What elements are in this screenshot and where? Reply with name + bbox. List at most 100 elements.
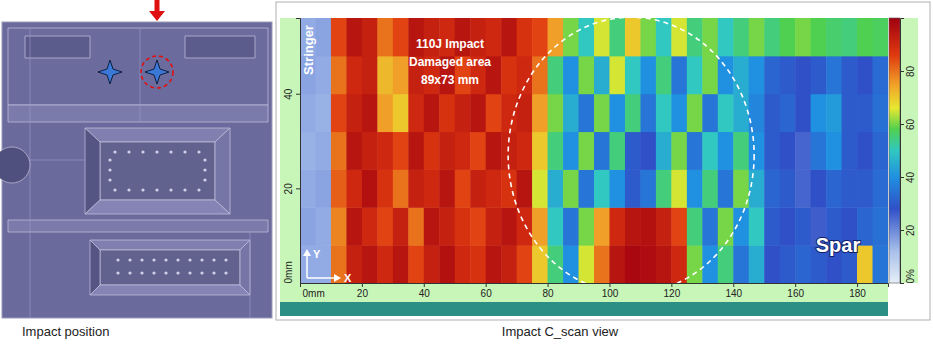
heatmap-cell	[780, 207, 796, 245]
tick-label: 40	[905, 172, 916, 184]
cad-rivet	[169, 150, 172, 153]
damage-outline	[508, 18, 754, 283]
heatmap-cell	[609, 207, 625, 245]
heatmap-cell	[331, 56, 347, 94]
heatmap-cell	[579, 56, 595, 94]
heatmap-cell	[300, 132, 316, 170]
tick-mark	[362, 283, 363, 287]
heatmap-cell	[439, 169, 455, 207]
arrow-head	[149, 11, 165, 21]
heatmap-cell	[718, 56, 734, 94]
x-ruler-band	[280, 302, 888, 316]
tick-label: 80	[905, 66, 916, 78]
heatmap-cell	[842, 132, 858, 170]
cad-rivet	[183, 188, 186, 191]
cad-face	[8, 28, 268, 105]
heatmap-cell	[687, 132, 703, 170]
heatmap-cell	[749, 169, 765, 207]
heatmap-cell	[424, 94, 440, 132]
heatmap-cell	[362, 56, 378, 94]
heatmap-cell	[873, 132, 888, 170]
tick: 20	[900, 225, 916, 237]
heatmap-cell	[517, 94, 533, 132]
heatmap-cell	[346, 169, 362, 207]
tick-label: 180	[849, 288, 866, 299]
tick-mark	[900, 177, 904, 178]
heatmap-cell	[826, 132, 842, 170]
heatmap-cell	[702, 207, 718, 245]
tick-mark	[900, 71, 904, 72]
heatmap-cell	[702, 56, 718, 94]
tick: 40	[283, 88, 300, 100]
heatmap-cell	[300, 207, 316, 245]
heatmap-cell	[408, 245, 424, 283]
heatmap-cell	[811, 132, 827, 170]
tick-label: 120	[664, 288, 681, 299]
direction-arrows: YX	[303, 248, 352, 284]
heatmap-cell	[857, 132, 873, 170]
heatmap-cell	[470, 132, 486, 170]
heatmap-cell	[579, 245, 595, 283]
annotation: 110J Impact	[416, 37, 484, 51]
heatmap-cell	[548, 56, 564, 94]
heatmap-cell	[764, 245, 780, 283]
colorbar-ruler	[900, 18, 918, 283]
heatmap-cell	[718, 169, 734, 207]
tick-label: 20	[905, 225, 916, 237]
tick-mark	[733, 283, 734, 287]
heatmap-cell	[362, 169, 378, 207]
heatmap-cell	[579, 18, 595, 56]
heatmap-cell	[315, 94, 331, 132]
heatmap-cell	[470, 169, 486, 207]
heatmap-cell	[501, 132, 517, 170]
heatmap-cell	[424, 245, 440, 283]
heatmap-cell	[873, 18, 888, 56]
heatmap-cell	[640, 207, 656, 245]
heatmap-cell	[517, 56, 533, 94]
heatmap-cell	[764, 207, 780, 245]
tick: 40	[419, 283, 431, 299]
y-arrow-head	[303, 249, 311, 256]
heatmap-cell	[656, 245, 672, 283]
heatmap-cell	[609, 56, 625, 94]
heatmap-cell	[563, 18, 579, 56]
arrow-shaft	[155, 0, 160, 12]
heatmap-cell	[687, 56, 703, 94]
heatmap-cell	[842, 56, 858, 94]
heatmap-cell	[486, 94, 502, 132]
heatmap-cell	[764, 94, 780, 132]
heatmap-cell	[455, 169, 471, 207]
heatmap-cell	[795, 18, 811, 56]
heatmap-cell	[795, 245, 811, 283]
tick: 160	[787, 283, 804, 299]
cad-rivet	[152, 271, 155, 274]
heatmap-cell	[873, 94, 888, 132]
heatmap-cell	[609, 245, 625, 283]
heatmap-cell	[300, 169, 316, 207]
heatmap-cell	[687, 169, 703, 207]
heatmap-cell	[671, 207, 687, 245]
heatmap-cell	[548, 94, 564, 132]
tick-label: 0%	[905, 269, 916, 284]
cad-rivet	[212, 271, 215, 274]
cad-rivet	[203, 178, 206, 181]
heatmap-cell	[579, 94, 595, 132]
tick-label: 0mm	[303, 288, 325, 299]
heatmap-cell	[780, 56, 796, 94]
tick-mark	[296, 188, 300, 189]
heatmap-cell	[842, 169, 858, 207]
tick-mark	[300, 283, 301, 287]
heatmap-cell	[594, 132, 610, 170]
heatmap-cell	[579, 169, 595, 207]
heatmap-cell	[532, 94, 548, 132]
figure: Impact positionStringerSpar110J ImpactDa…	[0, 0, 933, 344]
heatmap-cell	[764, 169, 780, 207]
heatmap-cell	[315, 207, 331, 245]
heatmap-cell	[486, 207, 502, 245]
heatmap-cell	[331, 207, 347, 245]
tick-label: 80	[543, 288, 555, 299]
heatmap-cell	[377, 169, 393, 207]
tick-label: 20	[283, 183, 294, 195]
heatmap-cell	[393, 207, 409, 245]
impact-star	[98, 60, 122, 84]
